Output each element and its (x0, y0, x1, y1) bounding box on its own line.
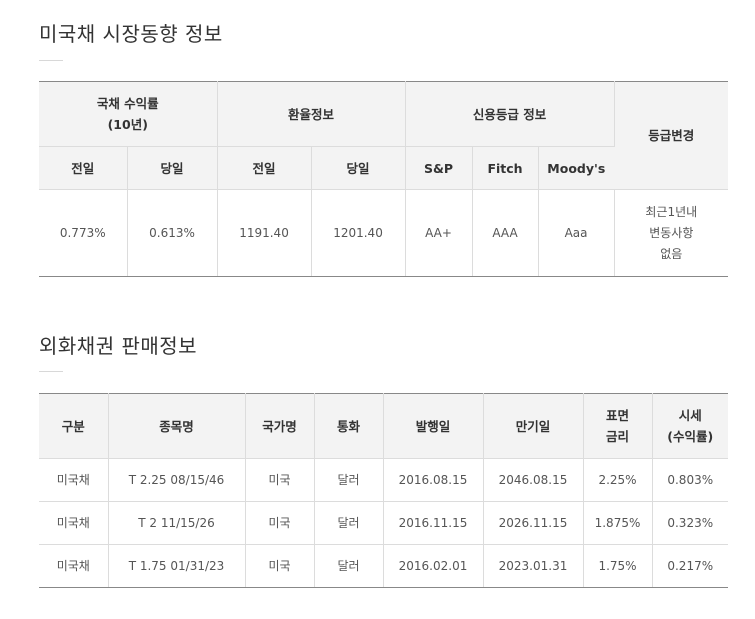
bond-market-yield: 0.803% (652, 458, 728, 502)
yield-today-value: 0.613% (127, 189, 218, 277)
yield-prev-header: 전일 (39, 146, 128, 190)
rating-group-header: 신용등급 정보 (405, 81, 615, 147)
fx-prev-value: 1191.40 (217, 189, 312, 277)
bond-market-yield: 0.217% (652, 544, 728, 588)
bond-market-yield: 0.323% (652, 501, 728, 545)
fx-today-header: 당일 (311, 146, 406, 190)
bonds-title-underline (39, 371, 63, 372)
fitch-header: Fitch (472, 146, 539, 190)
table-row: 미국채 T 1.75 01/31/23 미국 달러 2016.02.01 202… (39, 544, 728, 588)
bond-coupon: 1.875% (583, 501, 653, 545)
table-row: 미국채 T 2 11/15/26 미국 달러 2016.11.15 2026.1… (39, 501, 728, 545)
bond-issue-date: 2016.08.15 (383, 458, 484, 502)
bonds-section-title: 외화채권 판매정보 (39, 334, 198, 358)
moodys-rating-value: Aaa (538, 189, 615, 277)
bond-country: 미국 (245, 544, 315, 588)
bond-country: 미국 (245, 458, 315, 502)
fitch-rating-value: AAA (472, 189, 539, 277)
fx-prev-header: 전일 (217, 146, 312, 190)
bond-coupon: 1.75% (583, 544, 653, 588)
bond-issue-name: T 2 11/15/26 (108, 501, 246, 545)
market-section-title: 미국채 시장동향 정보 (39, 22, 223, 46)
rating-change-header: 등급변경 (614, 81, 729, 190)
bond-issue-name: T 1.75 01/31/23 (108, 544, 246, 588)
bond-currency: 달러 (314, 544, 384, 588)
yield-group-header-line1: 국채 수익률 (96, 96, 159, 111)
market-yield-header: 시세 (수익률) (652, 393, 728, 459)
bond-issue-date: 2016.11.15 (383, 501, 484, 545)
bond-coupon: 2.25% (583, 458, 653, 502)
category-header: 구분 (39, 393, 109, 459)
country-header: 국가명 (245, 393, 315, 459)
bond-category: 미국채 (39, 544, 109, 588)
bond-maturity-date: 2023.01.31 (483, 544, 584, 588)
yield-group-header-line2: (10년) (107, 117, 148, 132)
yield-prev-value: 0.773% (39, 189, 128, 277)
market-yield-header-line1: 시세 (678, 408, 702, 423)
bond-country: 미국 (245, 501, 315, 545)
bond-category: 미국채 (39, 501, 109, 545)
moodys-header: Moody's (538, 146, 615, 190)
coupon-header: 표면 금리 (583, 393, 653, 459)
coupon-header-line1: 표면 (605, 408, 629, 423)
market-title-underline (39, 60, 63, 61)
fx-today-value: 1201.40 (311, 189, 406, 277)
yield-today-header: 당일 (127, 146, 218, 190)
maturity-date-header: 만기일 (483, 393, 584, 459)
bond-maturity-date: 2026.11.15 (483, 501, 584, 545)
fx-group-header: 환율정보 (217, 81, 406, 147)
market-row: 0.773% 0.613% 1191.40 1201.40 AA+ AAA Aa… (39, 189, 729, 277)
issue-date-header: 발행일 (383, 393, 484, 459)
sp-header: S&P (405, 146, 473, 190)
rating-change-line3: 없음 (660, 246, 683, 261)
bond-maturity-date: 2046.08.15 (483, 458, 584, 502)
rating-change-line2: 변동사항 (649, 225, 694, 240)
bond-issue-name: T 2.25 08/15/46 (108, 458, 246, 502)
market-yield-header-line2: (수익률) (667, 429, 714, 444)
rating-change-line1: 최근1년내 (645, 204, 698, 219)
rating-change-value: 최근1년내 변동사항 없음 (614, 189, 729, 277)
currency-header: 통화 (314, 393, 384, 459)
bond-currency: 달러 (314, 501, 384, 545)
bond-issue-date: 2016.02.01 (383, 544, 484, 588)
sp-rating-value: AA+ (405, 189, 473, 277)
table-row: 미국채 T 2.25 08/15/46 미국 달러 2016.08.15 204… (39, 458, 728, 502)
coupon-header-line2: 금리 (605, 429, 629, 444)
issue-name-header: 종목명 (108, 393, 246, 459)
bonds-table: 구분 종목명 국가명 통화 발행일 만기일 표면 금리 시세 (수익률) 미국채… (39, 393, 728, 588)
yield-group-header: 국채 수익률 (10년) (39, 81, 218, 147)
bond-currency: 달러 (314, 458, 384, 502)
bond-category: 미국채 (39, 458, 109, 502)
market-table: 국채 수익률 (10년) 환율정보 신용등급 정보 등급변경 전일 당일 전일 … (39, 81, 729, 277)
